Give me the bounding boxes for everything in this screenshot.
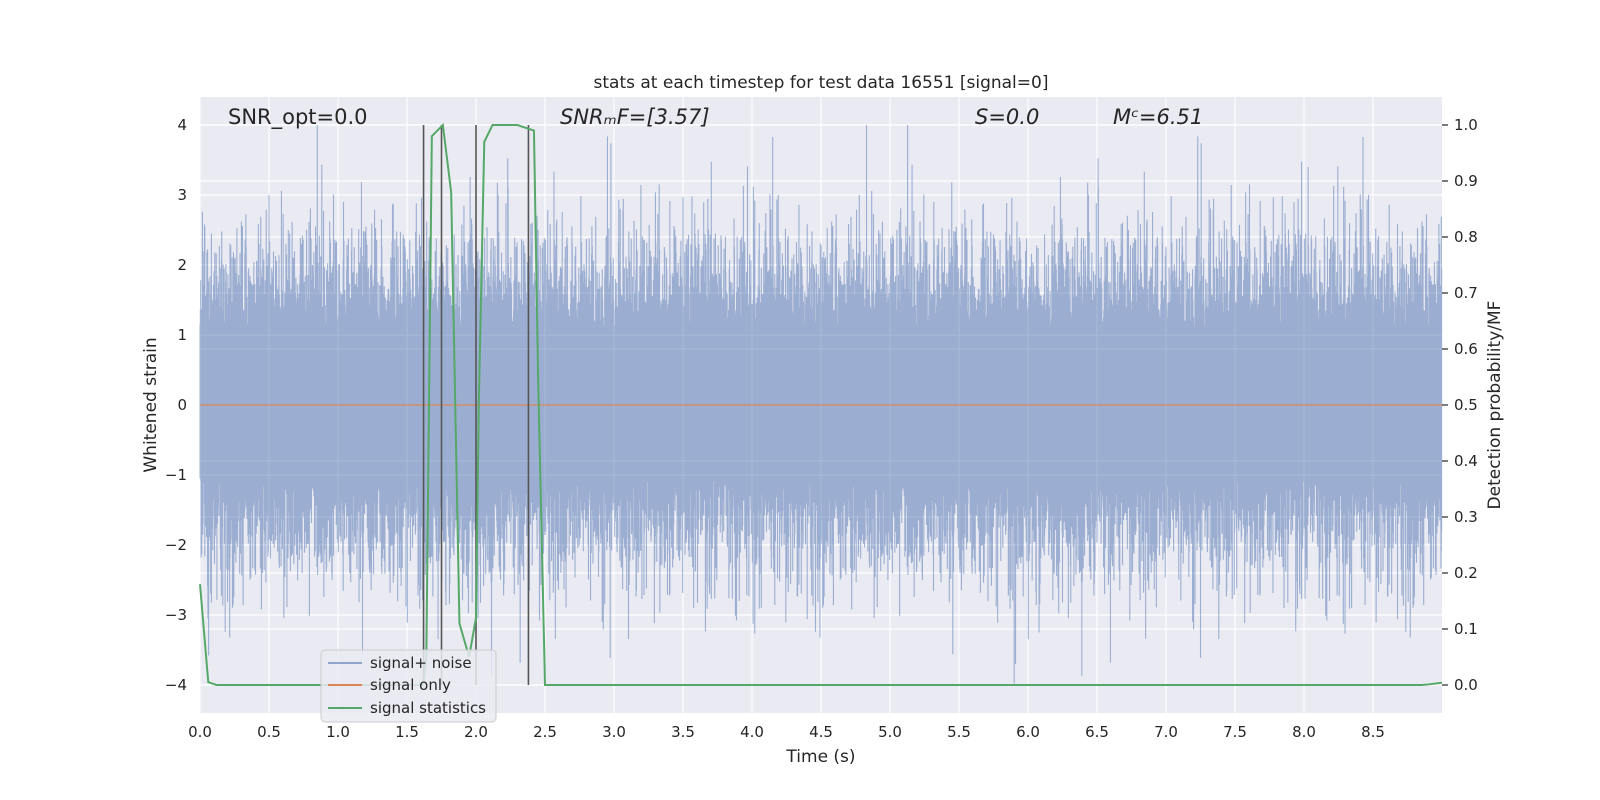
y-right-axis-ticks: 0.0 0.1 0.2 0.3 0.4 0.5 0.6 0.7 0.8 0.9 1.0	[1442, 116, 1478, 694]
x-tick-label: 3.0	[602, 723, 626, 741]
y-left-axis-label: Whitened strain	[141, 337, 161, 472]
y-left-axis-ticks: −4 −3 −2 −1 0 1 2 3 4	[165, 116, 187, 694]
legend-label-signal-only: signal only	[370, 676, 451, 694]
legend-label-signal-statistics: signal statistics	[370, 699, 486, 717]
x-tick-label: 6.5	[1085, 723, 1109, 741]
y-left-tick-label: −1	[165, 466, 187, 484]
y-right-axis-label: Detection probability/MF	[1485, 301, 1505, 510]
y-left-tick-label: 4	[177, 116, 187, 134]
legend-box	[320, 649, 497, 723]
x-tick-label: 2.5	[533, 723, 557, 741]
y-right-tick-label: 0.0	[1454, 676, 1478, 694]
y-left-tick-label: −2	[165, 536, 187, 554]
x-tick-label: 0.0	[188, 723, 212, 741]
y-left-tick-label: 1	[177, 326, 187, 344]
legend: signal+ noise signal only signal statist…	[320, 649, 497, 723]
y-left-tick-label: 3	[177, 186, 187, 204]
x-tick-label: 7.0	[1154, 723, 1178, 741]
y-right-tick-label: 0.7	[1454, 284, 1478, 302]
y-left-tick-label: −3	[165, 606, 187, 624]
x-tick-label: 5.0	[878, 723, 902, 741]
legend-label-noise: signal+ noise	[370, 654, 472, 672]
y-right-tick-label: 0.1	[1454, 620, 1478, 638]
x-tick-label: 7.5	[1223, 723, 1247, 741]
y-right-tick-label: 0.9	[1454, 172, 1478, 190]
y-right-tick-label: 0.4	[1454, 452, 1478, 470]
y-right-tick-label: 0.2	[1454, 564, 1478, 582]
annotation-snr-mf: SNRₘF=[3.57]	[560, 105, 710, 129]
y-left-tick-label: 2	[177, 256, 187, 274]
x-axis-ticks: 0.0 0.5 1.0 1.5 2.0 2.5 3.0 3.5 4.0 4.5 5.0 5.5 6.0 6…	[188, 723, 1385, 741]
annotation-mc: Mᶜ=6.51	[1113, 105, 1203, 129]
annotation-s: S=0.0	[975, 105, 1039, 129]
y-right-tick-label: 0.5	[1454, 396, 1478, 414]
x-tick-label: 3.5	[671, 723, 695, 741]
x-tick-label: 4.0	[740, 723, 764, 741]
x-tick-label: 4.5	[809, 723, 833, 741]
x-tick-label: 6.0	[1016, 723, 1040, 741]
annotation-snr-opt: SNR_opt=0.0	[228, 105, 368, 130]
y-right-tick-label: 1.0	[1454, 116, 1478, 134]
y-left-tick-label: 0	[177, 396, 187, 414]
x-axis-label: Time (s)	[785, 747, 855, 767]
x-tick-label: 8.0	[1292, 723, 1316, 741]
x-tick-label: 1.5	[395, 723, 419, 741]
y-right-tick-label: 0.8	[1454, 228, 1478, 246]
chart-title: stats at each timestep for test data 165…	[594, 73, 1049, 93]
y-right-tick-label: 0.6	[1454, 340, 1478, 358]
x-tick-label: 1.0	[326, 723, 350, 741]
x-tick-label: 8.5	[1361, 723, 1385, 741]
y-right-tick-label: 0.3	[1454, 508, 1478, 526]
x-tick-label: 5.5	[947, 723, 971, 741]
y-left-tick-label: −4	[165, 676, 187, 694]
x-tick-label: 2.0	[464, 723, 488, 741]
x-tick-label: 0.5	[257, 723, 281, 741]
